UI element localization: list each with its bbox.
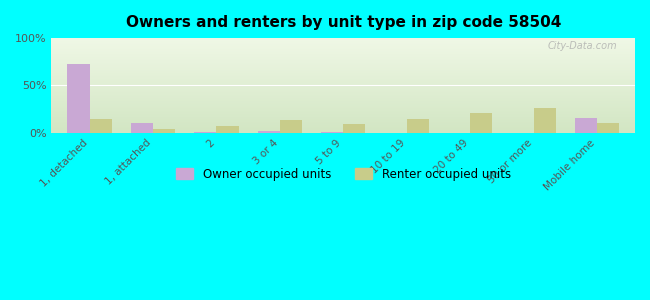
Bar <box>194 132 216 133</box>
Bar <box>321 132 343 133</box>
Legend: Owner occupied units, Renter occupied units: Owner occupied units, Renter occupied un… <box>171 163 515 185</box>
Bar <box>343 124 365 133</box>
Bar <box>131 123 153 133</box>
Bar <box>153 129 175 133</box>
Bar <box>534 108 556 133</box>
Bar <box>257 131 280 133</box>
Bar <box>280 120 302 133</box>
Title: Owners and renters by unit type in zip code 58504: Owners and renters by unit type in zip c… <box>125 15 561 30</box>
Text: City-Data.com: City-Data.com <box>548 41 617 51</box>
Bar <box>470 113 492 133</box>
Bar <box>90 119 112 133</box>
Bar <box>407 119 429 133</box>
Bar <box>216 126 239 133</box>
Bar <box>68 64 90 133</box>
Bar <box>597 123 619 133</box>
Bar <box>575 118 597 133</box>
